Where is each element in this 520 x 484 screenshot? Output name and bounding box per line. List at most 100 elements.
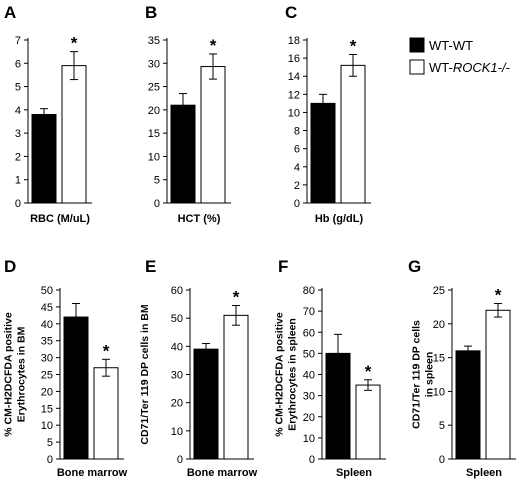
panel-letter: F: [278, 257, 288, 276]
significance-star: *: [210, 36, 217, 55]
y-tick-label: 0: [47, 454, 53, 466]
y-tick-label: 10: [433, 386, 445, 398]
y-tick-label: 15: [41, 403, 53, 415]
bar-wt-rock1: [355, 384, 381, 460]
y-tick-label: 5: [15, 82, 21, 94]
y-tick-label: 5: [154, 175, 160, 187]
y-tick-label: 15: [148, 128, 160, 140]
y-tick-label: 60: [303, 327, 315, 339]
y-tick-label: 35: [41, 336, 53, 348]
y-tick-label: 0: [294, 198, 300, 210]
y-tick-label: 14: [288, 71, 300, 83]
x-axis-label: Spleen: [466, 467, 502, 479]
y-tick-label: 10: [171, 426, 183, 438]
panel-d: D 0 5 10 15 20 25 30 35 40 45 50 * Bone marrow % CM-H2…: [3, 257, 128, 479]
legend-label-wt-rock1: WT-ROCK1-/-: [429, 60, 511, 75]
y-tick-label: 80: [303, 285, 315, 297]
y-tick-label: 20: [171, 398, 183, 410]
y-tick-label: 0: [309, 454, 315, 466]
y-axis-label: CD71/Ter 119 DP cells: [411, 320, 423, 429]
y-tick-label: 50: [41, 285, 53, 297]
y-tick-label: 4: [294, 162, 300, 174]
panel-letter: C: [285, 3, 297, 22]
y-tick-label: 6: [294, 144, 300, 156]
panel-letter: G: [408, 257, 421, 276]
y-tick-label: 12: [288, 89, 300, 101]
significance-star: *: [233, 287, 240, 306]
y-tick-label: 30: [148, 58, 160, 70]
y-tick-label: 10: [148, 151, 160, 163]
bar-wt-rock1: [485, 309, 511, 460]
y-tick-label: 40: [303, 370, 315, 382]
y-tick-label: 20: [148, 105, 160, 117]
y-tick-label: 4: [15, 105, 21, 117]
y-tick-label: 40: [41, 319, 53, 331]
y-tick-label: 30: [171, 370, 183, 382]
y-tick-label: 50: [303, 348, 315, 360]
y-tick-label: 18: [288, 35, 300, 47]
y-tick-label: 30: [41, 353, 53, 365]
y-tick-label: 30: [303, 391, 315, 403]
y-tick-label: 45: [41, 302, 53, 314]
panel-b: B 0 5 10 15 20 25 30 35 * HCT (%): [145, 3, 231, 225]
significance-star: *: [495, 286, 502, 305]
legend-label-wt-wt: WT-WT: [429, 38, 473, 53]
x-axis-label: Bone marrow: [57, 467, 128, 479]
y-axis-label: % CM-H2DCFDA positive: [3, 312, 15, 437]
bar-wt-rock1: [93, 367, 119, 460]
y-tick-label: 70: [303, 306, 315, 318]
panel-letter: D: [4, 257, 16, 276]
y-axis-label: CD71/Ter 119 DP cells in BM: [139, 304, 151, 445]
panel-letter: E: [145, 257, 156, 276]
y-axis-label: % CM-H2DCFDA positive: [274, 312, 286, 437]
bar-wt-wt: [31, 114, 57, 204]
y-tick-label: 20: [433, 319, 445, 331]
legend: WT-WT WT-ROCK1-/-: [409, 37, 511, 75]
y-tick-label: 25: [41, 370, 53, 382]
significance-star: *: [103, 341, 110, 360]
bar-wt-wt: [310, 102, 336, 204]
y-axis-label: in spleen: [424, 352, 436, 398]
y-axis-label: Erythrocytes in BM: [16, 326, 28, 422]
y-tick-label: 16: [288, 53, 300, 65]
y-tick-label: 60: [171, 285, 183, 297]
y-tick-label: 6: [15, 58, 21, 70]
panel-c: C 0 2 4 6 8 10 12 14 16 18 * Hb (g/dL): [285, 3, 371, 225]
y-tick-label: 2: [294, 180, 300, 192]
y-tick-label: 0: [154, 198, 160, 210]
x-axis-label: Hb (g/dL): [315, 213, 364, 225]
bar-wt-rock1: [61, 65, 87, 204]
bar-wt-wt: [193, 348, 219, 460]
y-tick-label: 10: [41, 420, 53, 432]
y-tick-label: 0: [439, 454, 445, 466]
y-axis-label: Erythrocytes in spleen: [287, 318, 299, 431]
y-tick-label: 0: [15, 198, 21, 210]
y-tick-label: 10: [303, 433, 315, 445]
y-tick-label: 20: [41, 386, 53, 398]
bar-wt-wt: [170, 104, 196, 204]
x-axis-label: RBC (M/uL): [30, 213, 90, 225]
y-tick-label: 2: [15, 151, 21, 163]
panel-letter: A: [4, 3, 16, 22]
bar-wt-wt: [63, 316, 89, 460]
y-tick-label: 35: [148, 35, 160, 47]
bar-wt-wt: [455, 350, 481, 460]
y-tick-label: 15: [433, 353, 445, 365]
y-tick-label: 50: [171, 313, 183, 325]
panel-a: A 0 1 2 3 4 5 6 7 * RBC (M/uL): [4, 3, 92, 225]
panel-letter: B: [145, 3, 157, 22]
significance-star: *: [71, 34, 78, 53]
y-tick-label: 3: [15, 128, 21, 140]
y-tick-label: 5: [47, 437, 53, 449]
bar-wt-rock1: [340, 64, 366, 204]
y-tick-label: 8: [294, 126, 300, 138]
y-tick-label: 20: [303, 412, 315, 424]
x-axis-label: Spleen: [336, 467, 372, 479]
y-tick-label: 7: [15, 35, 21, 47]
bar-wt-rock1: [200, 66, 226, 204]
y-tick-label: 0: [177, 454, 183, 466]
panel-f: F 0 10 20 30 40 50 60 70 80 * Spleen % CM-H2DCFDA po…: [274, 257, 386, 479]
y-tick-label: 1: [15, 175, 21, 187]
